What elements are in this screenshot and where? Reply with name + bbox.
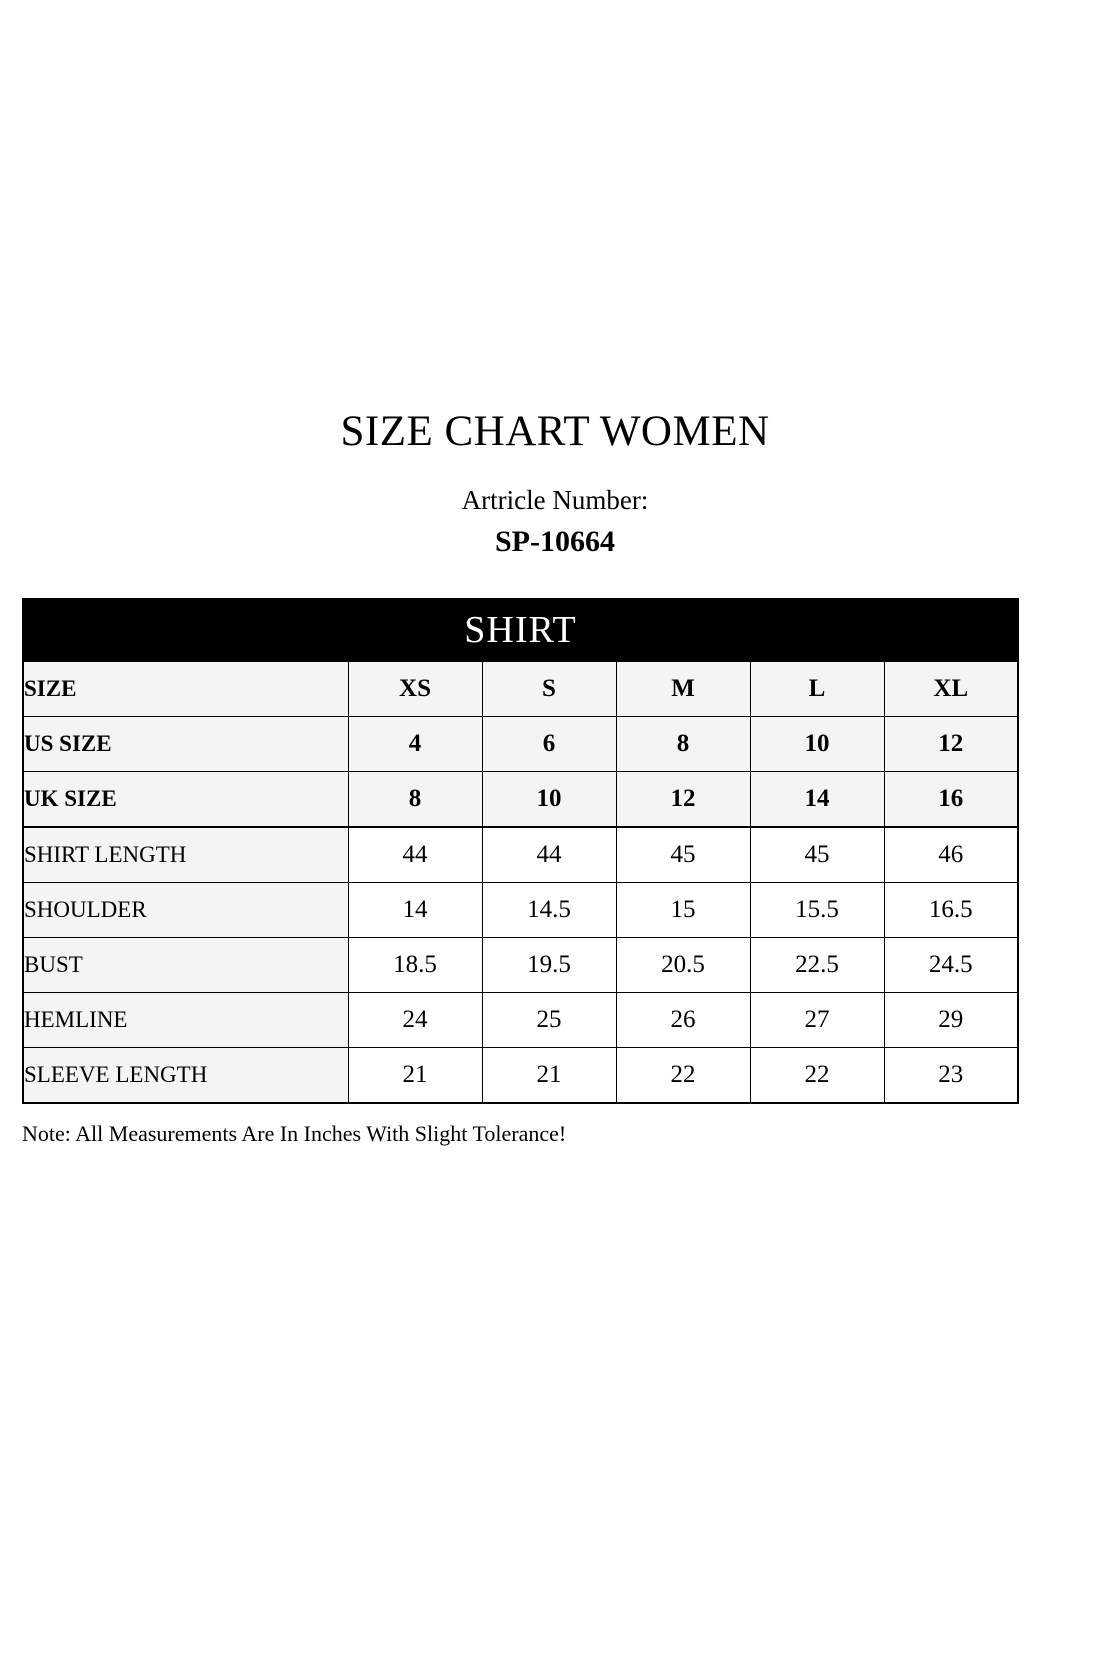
cell-XL: 29 [883, 992, 1019, 1048]
table-row: SIZE XS S M L XL [22, 660, 1019, 717]
cell-XS: 8 [347, 771, 483, 828]
table-row: HEMLINE 24 25 26 27 29 [22, 992, 1019, 1048]
cell-S: 19.5 [481, 937, 617, 993]
cell-M: 8 [615, 716, 751, 772]
row-label: SHIRT LENGTH [22, 826, 349, 883]
row-label: SHOULDER [22, 882, 349, 938]
table-row: SLEEVE LENGTH 21 21 22 22 23 [22, 1047, 1019, 1104]
cell-XL: 24.5 [883, 937, 1019, 993]
size-table-container: SHIRT SIZE XS S M L XL US SIZE 4 6 8 10 12 UK SIZE 8 1… [21, 598, 1020, 1104]
table-row: BUST 18.5 19.5 20.5 22.5 24.5 [22, 937, 1019, 993]
cell-L: 15.5 [749, 882, 885, 938]
cell-S: 25 [481, 992, 617, 1048]
table-banner-row: SHIRT [21, 598, 1020, 662]
cell-L: 10 [749, 716, 885, 772]
cell-XL: 46 [883, 826, 1019, 883]
cell-M: 26 [615, 992, 751, 1048]
cell-XL: 12 [883, 716, 1019, 772]
cell-L: 14 [749, 771, 885, 828]
cell-M: 45 [615, 826, 751, 883]
cell-L: 22 [749, 1047, 885, 1104]
row-label: HEMLINE [22, 992, 349, 1048]
page-title: SIZE CHART WOMEN [340, 408, 770, 455]
measurement-note: Note: All Measurements Are In Inches Wit… [22, 1121, 567, 1146]
garment-type-banner: SHIRT [21, 598, 1020, 662]
article-number-label: Artricle Number: [461, 485, 649, 516]
table-row: US SIZE 4 6 8 10 12 [22, 716, 1019, 772]
cell-XS: 14 [347, 882, 483, 938]
row-label: UK SIZE [22, 771, 349, 828]
cell-XS: 44 [347, 826, 483, 883]
cell-XL: 16.5 [883, 882, 1019, 938]
cell-S: 21 [481, 1047, 617, 1104]
cell-XL: 16 [883, 771, 1019, 828]
row-label: BUST [22, 937, 349, 993]
cell-M: M [615, 660, 751, 717]
cell-L: 27 [749, 992, 885, 1048]
document-header: SIZE CHART WOMEN Artricle Number: SP-106… [0, 408, 1110, 560]
row-label: SLEEVE LENGTH [22, 1047, 349, 1104]
row-label: SIZE [22, 660, 349, 717]
size-table-body: SHIRT SIZE XS S M L XL US SIZE 4 6 8 10 12 UK SIZE 8 1… [21, 598, 1020, 1104]
cell-S: 6 [481, 716, 617, 772]
cell-L: 45 [749, 826, 885, 883]
cell-XS: 4 [347, 716, 483, 772]
cell-M: 22 [615, 1047, 751, 1104]
table-row: UK SIZE 8 10 12 14 16 [22, 771, 1019, 828]
cell-XS: 21 [347, 1047, 483, 1104]
cell-M: 12 [615, 771, 751, 828]
cell-S: 14.5 [481, 882, 617, 938]
article-number-value: SP-10664 [495, 525, 615, 559]
cell-L: 22.5 [749, 937, 885, 993]
cell-XL: 23 [883, 1047, 1019, 1104]
cell-XS: XS [347, 660, 483, 717]
row-label: US SIZE [22, 716, 349, 772]
cell-XS: 18.5 [347, 937, 483, 993]
table-row: SHIRT LENGTH 44 44 45 45 46 [22, 826, 1019, 883]
cell-M: 15 [615, 882, 751, 938]
size-table: SHIRT SIZE XS S M L XL US SIZE 4 6 8 10 12 UK SIZE 8 1… [21, 598, 1020, 1104]
cell-S: 10 [481, 771, 617, 828]
cell-L: L [749, 660, 885, 717]
cell-XL: XL [883, 660, 1019, 717]
cell-S: 44 [481, 826, 617, 883]
cell-XS: 24 [347, 992, 483, 1048]
cell-S: S [481, 660, 617, 717]
table-row: SHOULDER 14 14.5 15 15.5 16.5 [22, 882, 1019, 938]
cell-M: 20.5 [615, 937, 751, 993]
